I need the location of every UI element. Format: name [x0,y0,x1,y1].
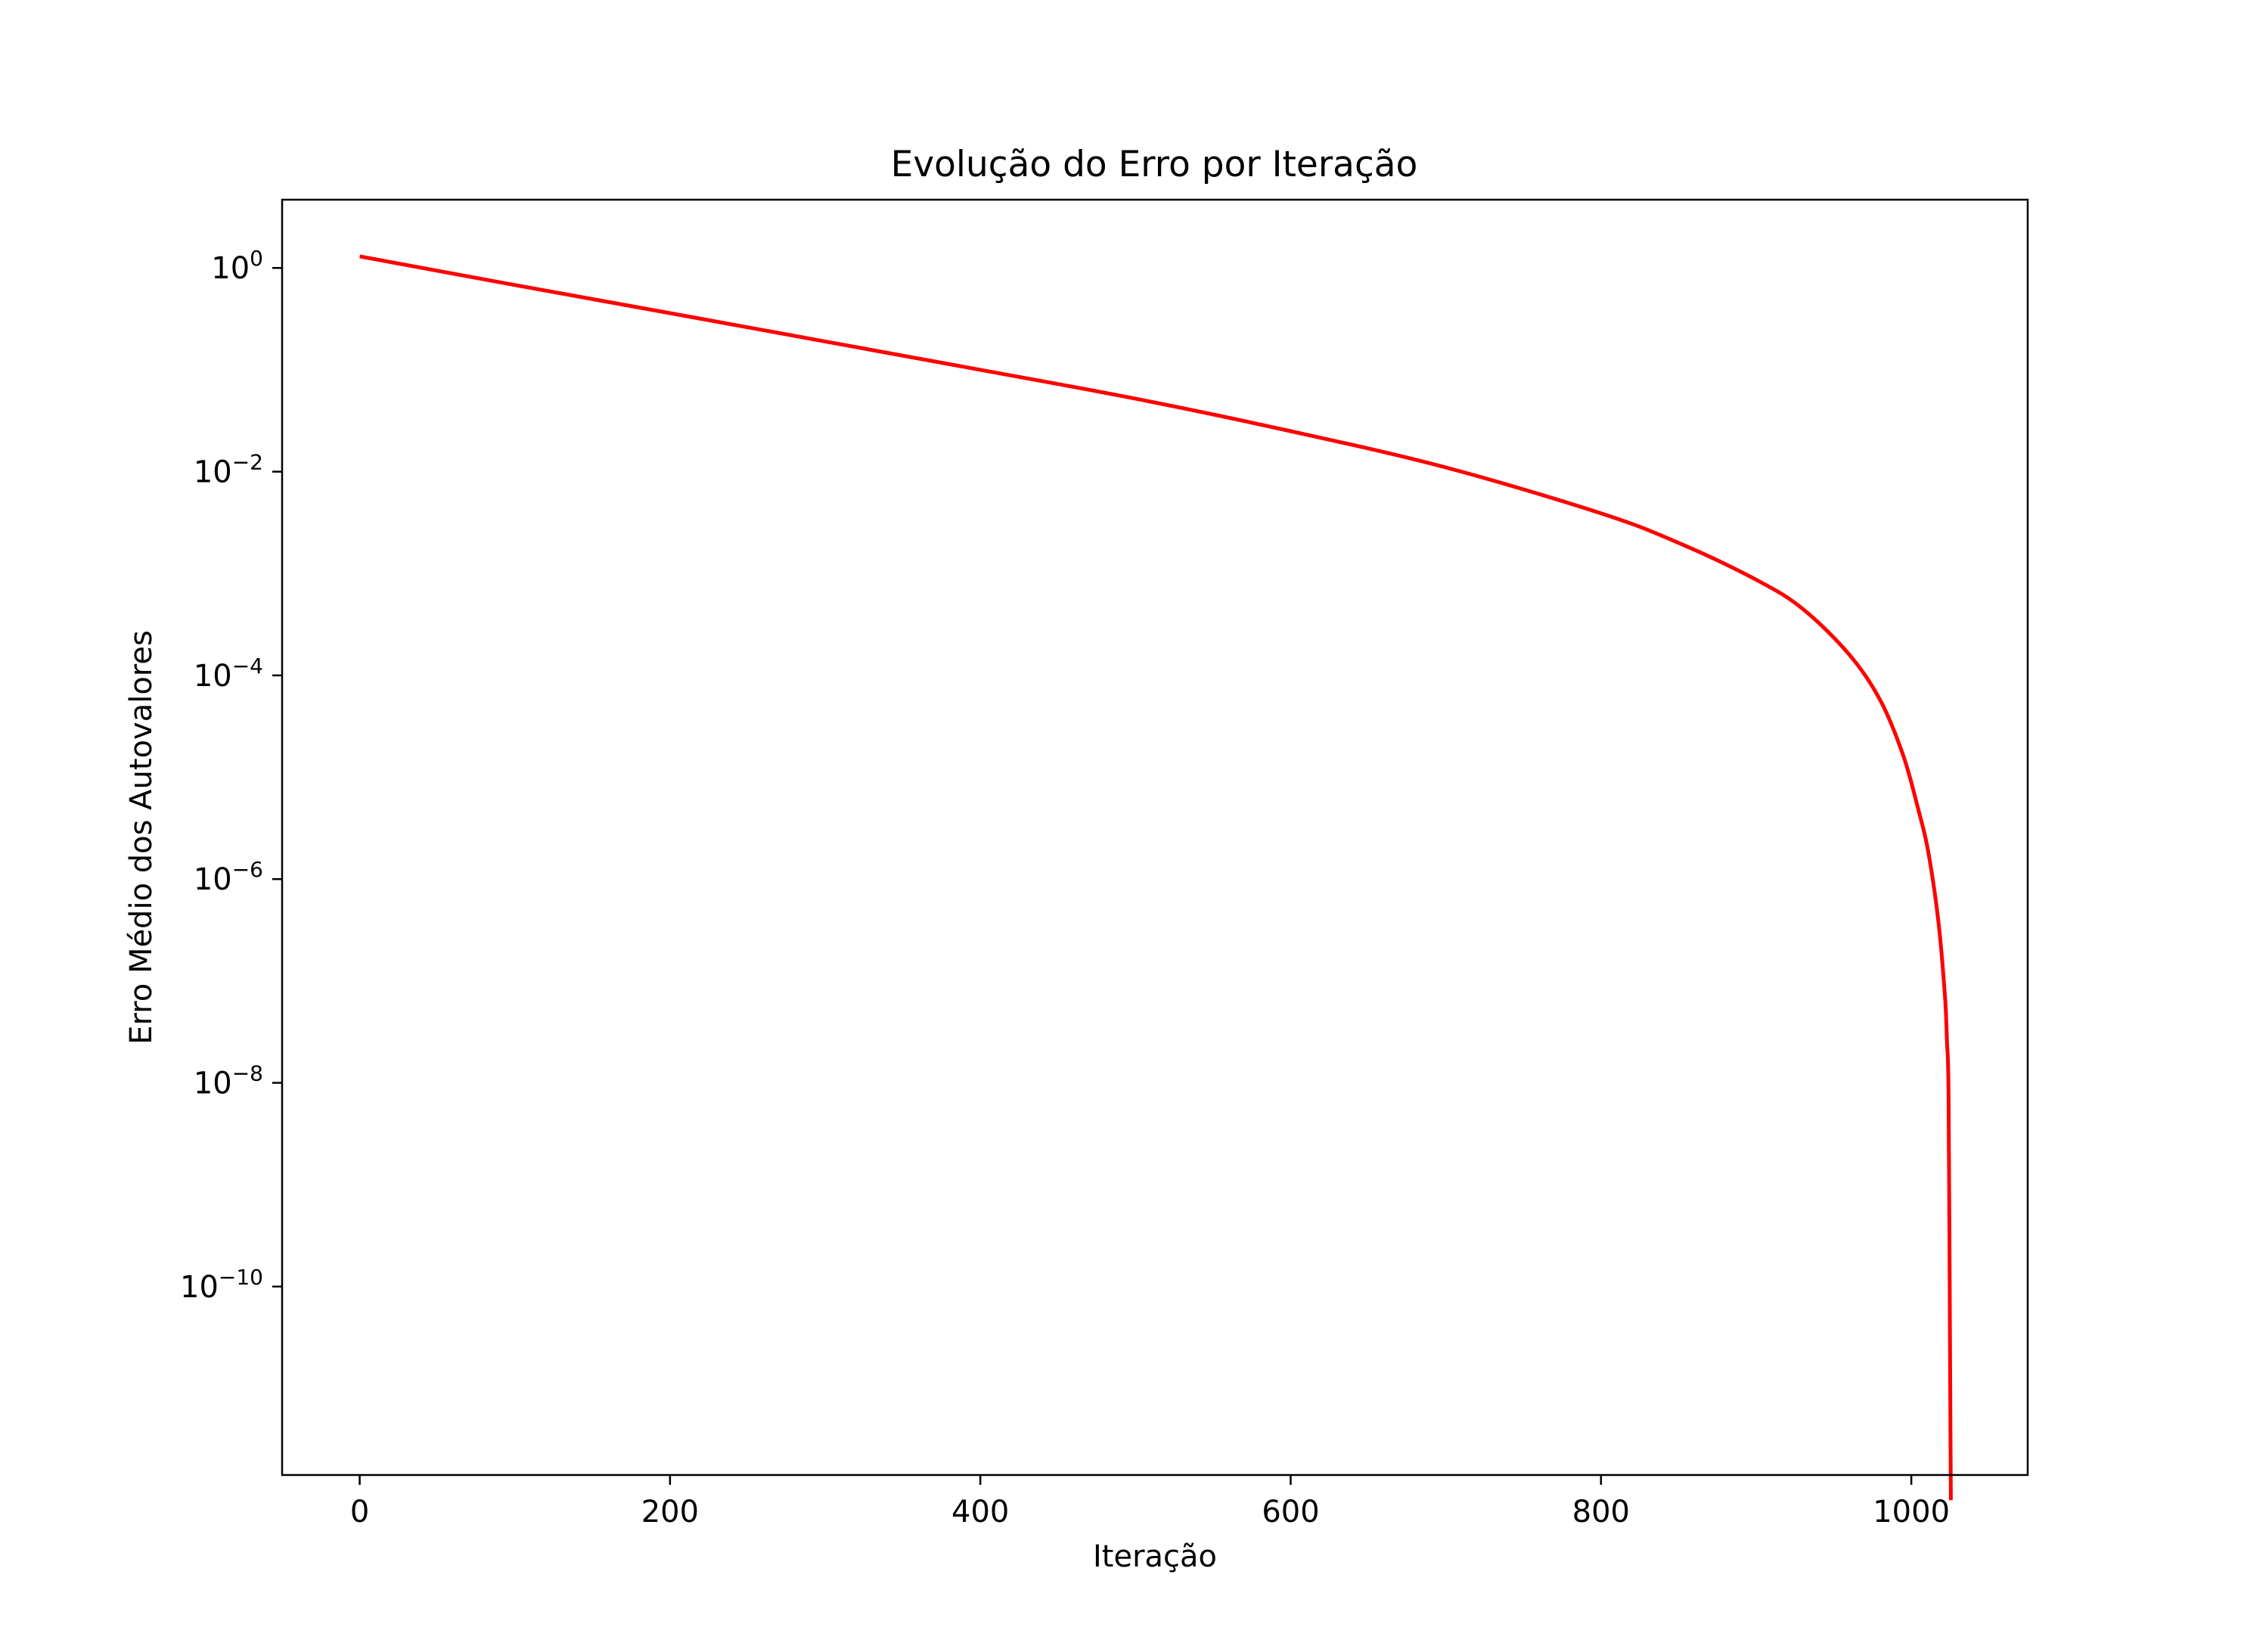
y-tick-label: 10−2 [194,450,263,490]
y-tick-label: 100 [211,246,263,286]
x-axis: 0 200 400 600 800 1000 [350,1475,1950,1529]
x-tick-label: 0 [350,1495,369,1529]
y-axis: 100 10−2 10−4 10−6 10−8 10−10 [180,246,282,1305]
x-tick-label: 600 [1262,1495,1319,1529]
y-tick-label: 10−8 [194,1061,263,1101]
x-axis-label: Iteração [1093,1539,1217,1574]
x-tick-label: 1000 [1873,1495,1950,1529]
plot-frame [281,198,2029,1477]
y-axis-label: Erro Médio dos Autovalores [124,630,159,1045]
y-tick-label: 10−4 [194,654,263,694]
series-line [359,254,1953,1501]
x-tick-label: 200 [641,1495,699,1529]
x-tick-label: 800 [1572,1495,1630,1529]
y-tick-label: 10−6 [194,857,263,897]
y-tick-label: 10−10 [180,1265,263,1305]
chart-title: Evolução do Erro por Iteração [891,144,1418,185]
x-tick-label: 400 [951,1495,1009,1529]
